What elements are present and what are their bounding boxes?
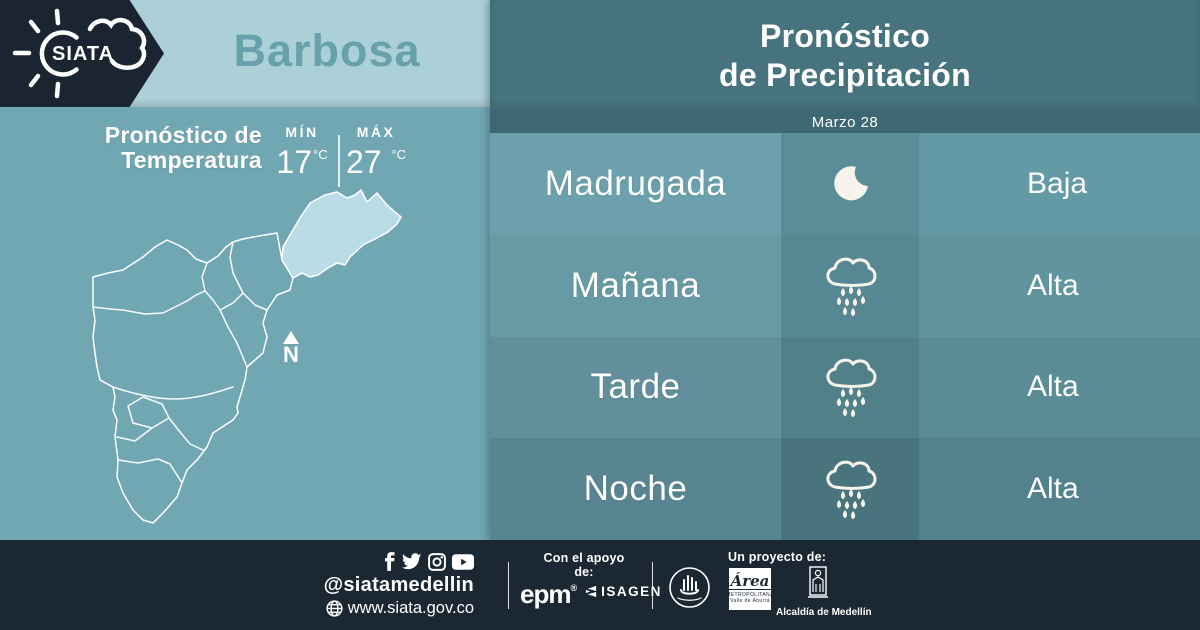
isagen-mark-icon <box>586 585 597 597</box>
max-value: 27 <box>346 144 382 180</box>
level-value: Baja <box>919 133 1200 235</box>
map-cluster-outline <box>92 232 294 524</box>
min-value: 17 <box>276 144 312 180</box>
table-row: Mañana <box>490 234 1200 337</box>
siata-logo-text: SIATA <box>52 43 114 65</box>
period-label: Madrugada <box>490 133 781 235</box>
level-value: Alta <box>919 336 1200 439</box>
siata-sun-cloud-logo: SIATA <box>12 8 147 99</box>
area-metropolitana-logo: Área METROPOLITANA Valle de Aburrá <box>726 568 773 610</box>
website-url: www.siata.gov.co <box>347 599 474 617</box>
footer-divider <box>652 562 653 609</box>
level-value: Alta <box>919 438 1200 540</box>
precipitation-title: Pronóstico de Precipitación <box>490 0 1200 111</box>
alcaldia-logo: Alcaldía de Medellín <box>776 566 872 618</box>
twitter-icon <box>401 552 422 569</box>
rain-icon <box>781 234 919 337</box>
period-label: Mañana <box>490 234 781 337</box>
min-unit: °C <box>313 147 328 162</box>
map-region-barbosa <box>281 189 402 279</box>
location-title: Barbosa <box>233 24 421 76</box>
footer-divider <box>508 562 509 609</box>
municipalities-map <box>92 189 402 524</box>
forecast-table: Madrugada Baja Mañana <box>490 133 1200 540</box>
temperature-divider <box>338 135 340 187</box>
rain-icon <box>781 438 919 540</box>
instagram-icon <box>428 552 446 571</box>
facebook-icon <box>385 552 395 571</box>
period-label: Noche <box>490 438 781 540</box>
medellin-seal-icon <box>669 567 710 608</box>
north-label: N <box>283 342 299 367</box>
alcaldia-emblem-icon <box>808 566 828 598</box>
siata-badge: SIATA <box>0 0 164 107</box>
rain-icon <box>781 336 919 439</box>
social-icons <box>324 552 474 571</box>
social-block: @siatamedellin www.siata.gov.co <box>324 552 474 618</box>
map-area: Pronóstico de Temperatura MÍN 17°C MÁX 2… <box>0 107 490 540</box>
project-label: Un proyecto de: <box>728 550 827 564</box>
temperature-min: MÍN 17°C <box>272 124 332 181</box>
north-arrow-icon <box>283 331 299 344</box>
table-row: Noche <box>490 438 1200 540</box>
support-label: Con el apoyo de: <box>543 551 625 579</box>
left-panel: Barbosa SIATA <box>0 0 490 540</box>
table-row: Madrugada Baja <box>490 133 1200 235</box>
isagen-logo: ISAGEN <box>585 584 662 599</box>
period-label: Tarde <box>490 336 781 439</box>
moon-icon <box>781 133 919 235</box>
max-label: MÁX <box>356 124 396 140</box>
epm-logo: epm® <box>520 579 577 609</box>
level-value: Alta <box>919 234 1200 337</box>
forecast-date: Marzo 28 <box>490 111 1200 133</box>
temperature-max: MÁX 27 °C <box>346 124 406 181</box>
support-logos: epm® ISAGEN <box>520 576 660 609</box>
location-header: Barbosa SIATA <box>0 0 490 107</box>
table-row: Tarde <box>490 336 1200 439</box>
globe-icon <box>326 600 343 617</box>
youtube-icon <box>452 553 474 570</box>
temperature-title: Pronóstico de Temperatura <box>104 122 262 173</box>
min-label: MÍN <box>285 124 319 140</box>
social-handle: @siatamedellin <box>323 574 474 596</box>
alcaldia-label: Alcaldía de Medellín <box>776 607 872 618</box>
precipitation-panel: Pronóstico de Precipitación Marzo 28 Mad… <box>490 0 1200 540</box>
max-unit: °C <box>391 147 407 162</box>
footer: @siatamedellin www.siata.gov.co Con el a… <box>0 540 1200 630</box>
north-arrow: N <box>276 331 306 367</box>
